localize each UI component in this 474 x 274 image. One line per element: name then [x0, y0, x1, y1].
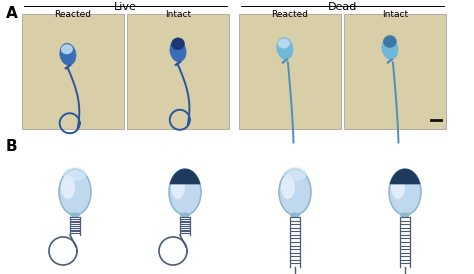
Text: B: B	[6, 139, 18, 154]
Text: Live: Live	[114, 2, 137, 12]
Polygon shape	[390, 169, 420, 184]
Ellipse shape	[61, 175, 75, 199]
Ellipse shape	[70, 213, 80, 218]
Ellipse shape	[63, 167, 87, 181]
Ellipse shape	[59, 169, 91, 215]
Text: Reacted: Reacted	[55, 10, 91, 19]
Bar	[344, 14, 446, 129]
Text: Dead: Dead	[328, 2, 357, 12]
Ellipse shape	[279, 169, 311, 215]
Text: Intact: Intact	[165, 10, 191, 19]
Ellipse shape	[171, 175, 185, 199]
Text: Reacted: Reacted	[272, 10, 309, 19]
Ellipse shape	[61, 44, 73, 54]
Bar	[22, 14, 124, 129]
Ellipse shape	[60, 43, 76, 65]
Bar	[127, 14, 229, 129]
Ellipse shape	[169, 169, 201, 215]
Polygon shape	[170, 169, 200, 184]
Text: Intact: Intact	[382, 10, 408, 19]
Ellipse shape	[290, 213, 300, 218]
Ellipse shape	[170, 40, 186, 62]
Ellipse shape	[172, 38, 184, 50]
Ellipse shape	[281, 175, 295, 199]
Ellipse shape	[391, 175, 405, 199]
Ellipse shape	[389, 169, 421, 215]
Ellipse shape	[180, 213, 190, 218]
Ellipse shape	[278, 38, 290, 48]
Bar	[239, 14, 341, 129]
Ellipse shape	[277, 38, 293, 59]
Ellipse shape	[383, 36, 396, 47]
Text: A: A	[6, 6, 18, 21]
Ellipse shape	[382, 38, 398, 59]
Ellipse shape	[400, 213, 410, 218]
Ellipse shape	[283, 167, 307, 181]
